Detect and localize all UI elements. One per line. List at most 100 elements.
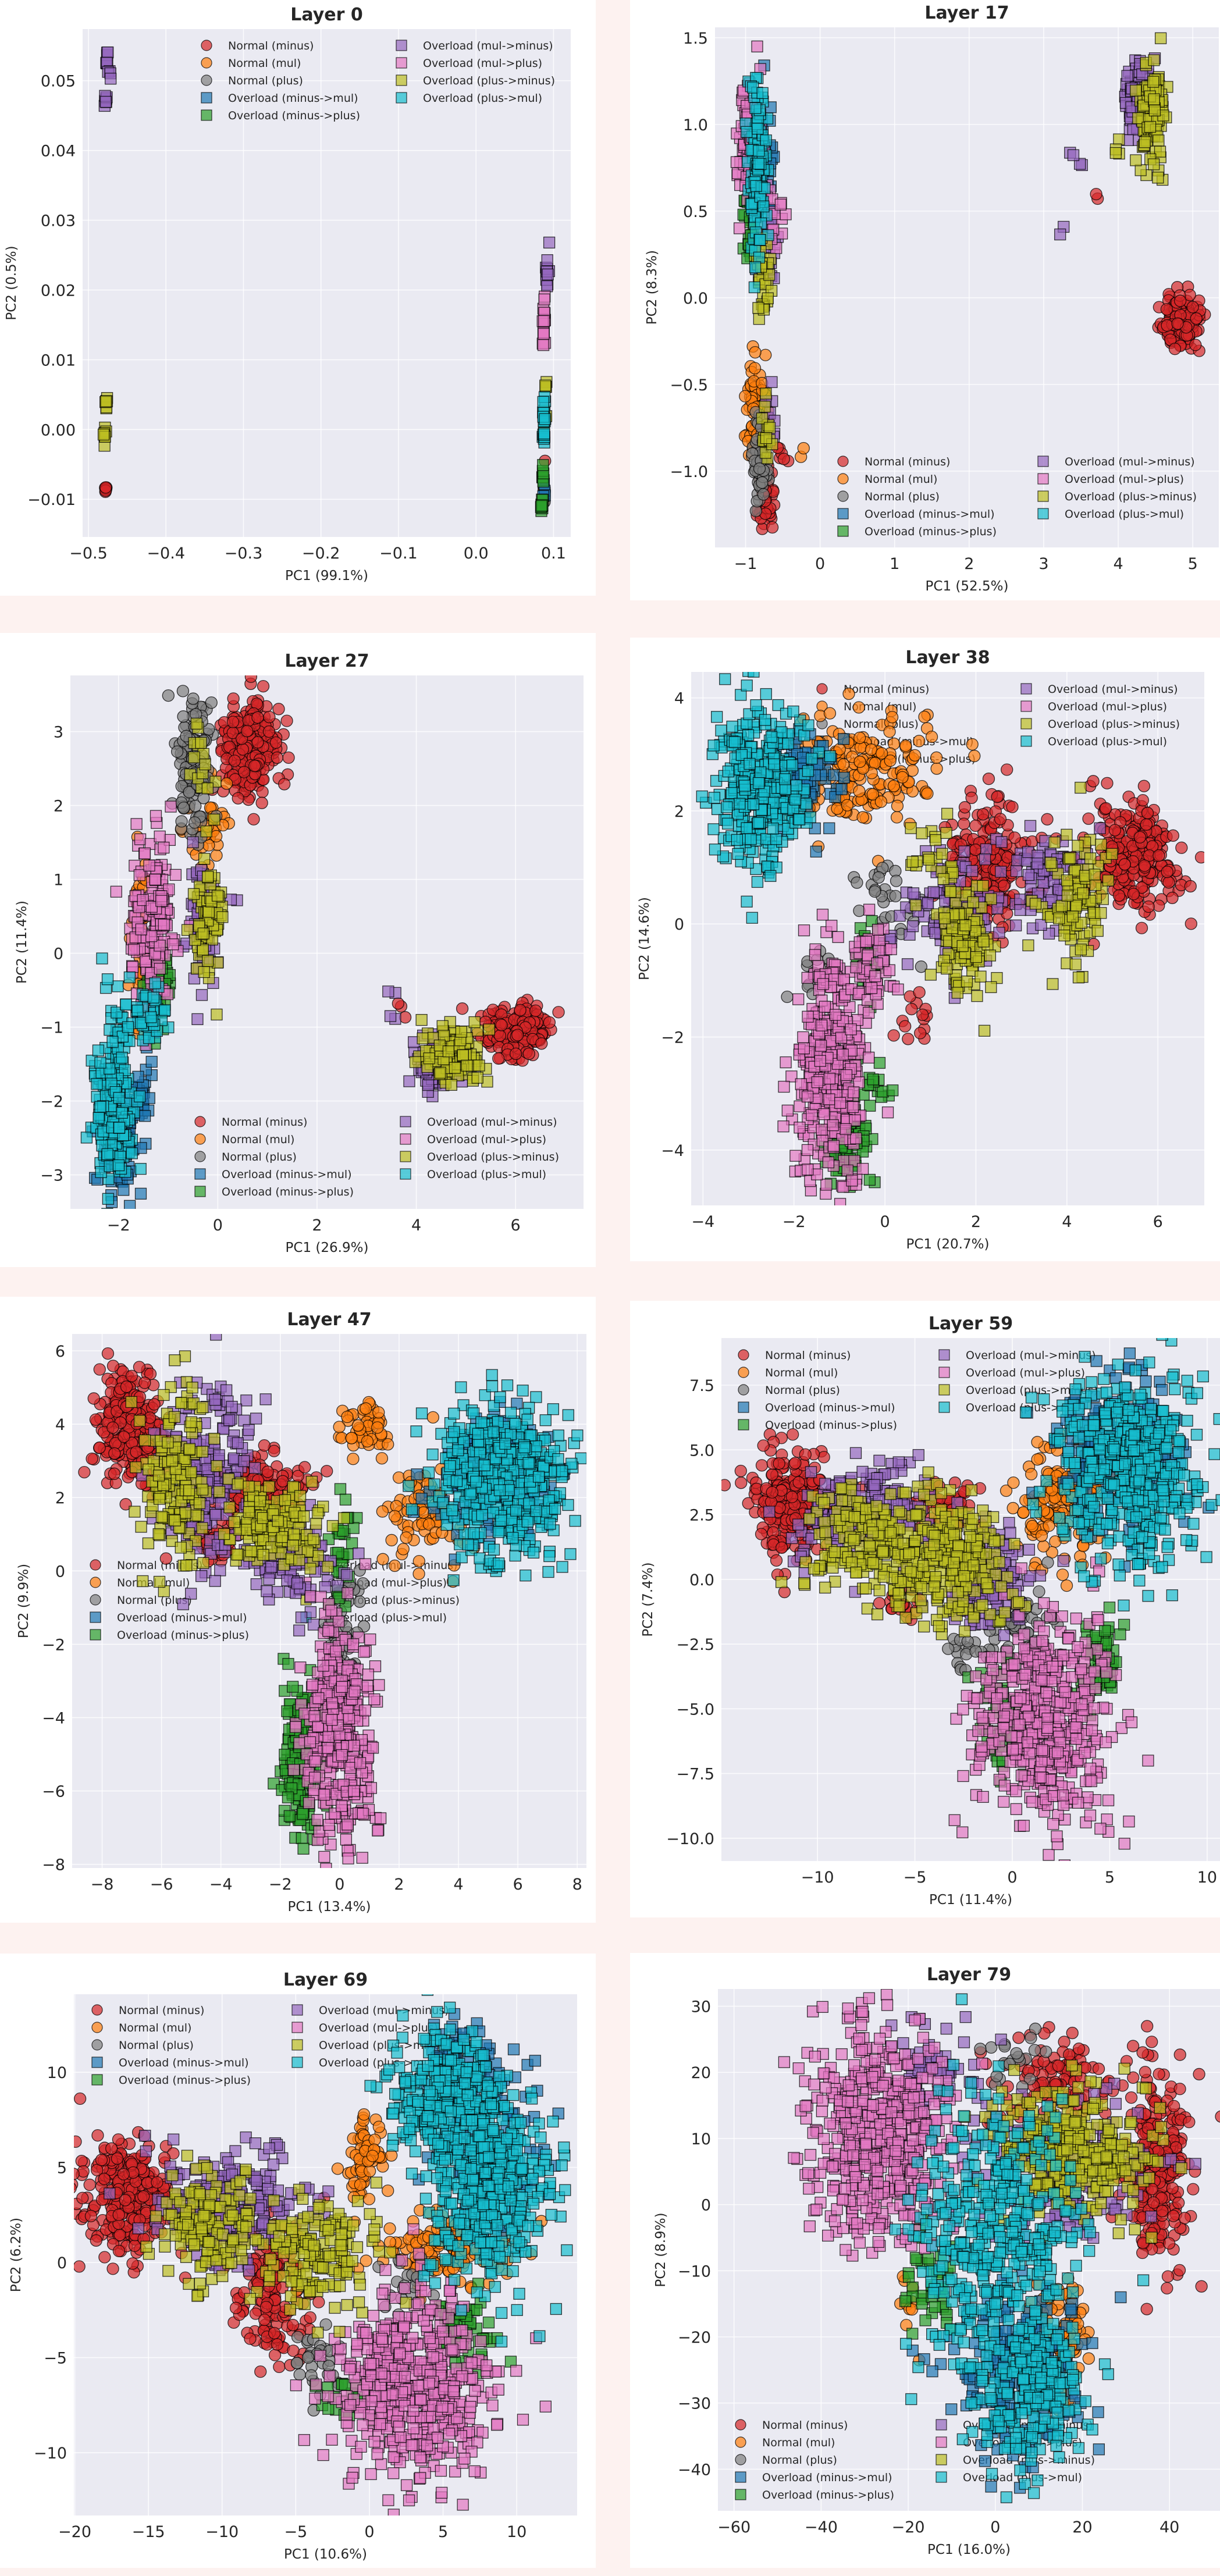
data-point: [1044, 857, 1057, 869]
legend-marker-square-icon: [396, 57, 407, 69]
data-point: [941, 962, 953, 975]
legend-item: Overload (minus->mul): [90, 1611, 247, 1624]
data-point: [269, 736, 283, 749]
data-point: [748, 362, 762, 375]
data-point: [1130, 154, 1142, 166]
data-point: [130, 818, 143, 830]
x-tick-label: 4: [1062, 1213, 1072, 1231]
legend-item: Overload (minus->plus): [194, 1186, 354, 1198]
x-tick-label: 5: [1188, 555, 1198, 573]
legend-item: Overload (minus->plus): [837, 525, 997, 538]
data-point: [792, 993, 805, 1005]
data-point: [798, 730, 810, 742]
data-point: [707, 739, 720, 752]
data-point: [856, 811, 869, 824]
data-point: [539, 379, 552, 392]
data-point: [927, 886, 940, 898]
data-point: [744, 757, 756, 770]
grid: [83, 29, 571, 537]
data-point: [837, 758, 850, 771]
legend-label: Overload (minus->mul): [117, 1611, 247, 1624]
data-point: [899, 1020, 912, 1033]
legend-item: Overload (minus->plus): [90, 1629, 249, 1642]
data-point: [853, 785, 866, 798]
legend-marker-square-icon: [194, 1186, 206, 1197]
data-point: [929, 927, 941, 939]
legend-marker-square-icon: [194, 1168, 206, 1180]
data-point: [757, 488, 770, 501]
legend-marker-circle-icon: [201, 40, 212, 51]
data-point: [537, 459, 549, 471]
data-point: [1024, 820, 1037, 832]
data-point: [1047, 978, 1059, 990]
data-point: [1130, 84, 1142, 97]
data-point: [852, 701, 865, 714]
series-overload-plus-minus: [905, 781, 1118, 1037]
data-point: [134, 1187, 147, 1200]
data-point: [1089, 869, 1101, 881]
data-point: [1022, 869, 1035, 881]
data-point: [869, 970, 881, 983]
data-point: [202, 955, 214, 967]
data-point: [851, 876, 863, 889]
data-point: [169, 869, 182, 881]
data-point: [834, 1198, 846, 1205]
data-point: [874, 795, 888, 808]
x-tick-label: 0: [815, 555, 825, 573]
y-tick-label: 1: [54, 871, 63, 889]
data-point: [734, 798, 746, 810]
data-point: [760, 432, 773, 444]
legend-label: Overload (mul->minus): [427, 1116, 557, 1129]
data-point: [165, 800, 177, 813]
data-point: [216, 911, 229, 923]
y-tick-label: 2: [674, 803, 684, 821]
legend-label: Overload (mul->plus): [1048, 700, 1167, 713]
data-point: [493, 1029, 507, 1042]
data-point: [756, 87, 769, 99]
data-point: [1139, 136, 1151, 148]
data-point: [201, 870, 214, 883]
legend-item: Overload (minus->mul): [194, 1168, 352, 1181]
data-point: [845, 1023, 857, 1036]
data-point: [514, 1004, 527, 1016]
data-point: [853, 731, 866, 744]
points: [696, 672, 1204, 1236]
data-point: [461, 1059, 473, 1072]
data-point: [1112, 889, 1126, 902]
data-point: [423, 1052, 435, 1065]
data-point: [817, 978, 829, 990]
data-point: [852, 1225, 863, 1236]
data-point: [132, 1070, 144, 1083]
data-point: [399, 1011, 412, 1024]
data-point: [719, 673, 731, 685]
data-point: [99, 95, 112, 108]
data-point: [538, 427, 550, 440]
data-point: [138, 1110, 151, 1122]
data-point: [745, 833, 757, 845]
data-point: [763, 422, 776, 434]
data-point: [752, 302, 764, 314]
data-point: [853, 755, 866, 768]
legend-label: Overload (minus->mul): [222, 1168, 352, 1181]
data-point: [924, 969, 937, 981]
data-point: [818, 1108, 830, 1120]
data-point: [1141, 806, 1154, 820]
data-point: [777, 453, 790, 465]
data-point: [794, 1122, 806, 1134]
data-point: [902, 1033, 915, 1045]
data-point: [1075, 944, 1087, 956]
data-point: [1089, 879, 1102, 891]
legend-item: Normal (plus): [837, 490, 940, 503]
data-point: [759, 400, 771, 413]
x-tick-label: 4: [1113, 555, 1123, 573]
data-point: [809, 949, 821, 961]
data-point: [823, 822, 835, 834]
data-point: [1135, 881, 1148, 894]
legend-marker-square-icon: [396, 92, 407, 104]
data-point: [728, 736, 741, 748]
data-point: [522, 1047, 535, 1061]
x-axis-label: PC1 (20.7%): [906, 1237, 990, 1252]
data-point: [778, 1080, 790, 1093]
data-point: [248, 759, 261, 773]
data-point: [127, 944, 140, 956]
